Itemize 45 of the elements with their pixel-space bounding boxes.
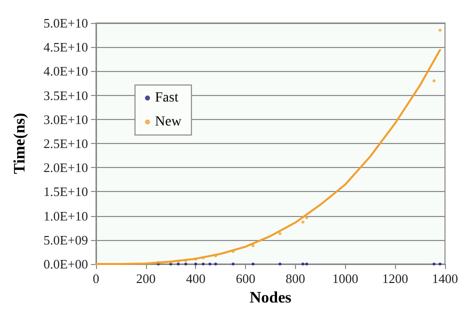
y-axis-title: Time(ns) — [12, 112, 28, 174]
point — [184, 262, 188, 266]
point — [305, 262, 308, 266]
x-tick-label: 600 — [236, 271, 256, 286]
y-tick-label: 3.5E+10 — [43, 88, 88, 103]
point — [432, 79, 436, 82]
legend-label: New — [155, 114, 182, 130]
y-tick-label: 3.0E+10 — [43, 112, 88, 127]
point — [232, 262, 235, 266]
y-tick-label: 1.0E+10 — [43, 208, 88, 224]
point — [301, 220, 304, 224]
point — [176, 262, 180, 266]
point — [432, 262, 436, 266]
point — [438, 28, 442, 32]
point — [252, 244, 255, 248]
y-tick-label: 1.5E+10 — [43, 184, 88, 200]
point — [278, 232, 282, 236]
y-tick-label: 2.5E+10 — [43, 136, 88, 151]
legend-label: Fast — [155, 90, 178, 106]
point — [208, 262, 212, 266]
line-series — [95, 48, 442, 265]
point — [202, 262, 205, 266]
y-tick-label: 4.0E+10 — [43, 64, 88, 79]
point — [438, 262, 442, 266]
point — [194, 262, 198, 266]
point — [194, 258, 198, 261]
y-tick-label: 2.0E+10 — [43, 160, 88, 176]
y-tick-label: 5.0E+10 — [43, 16, 88, 30]
x-tick-label: 800 — [286, 271, 306, 286]
x-tick-label: 200 — [136, 271, 156, 286]
point — [176, 260, 180, 263]
y-tick-label: 0.0E+00 — [43, 256, 88, 272]
point — [301, 262, 304, 266]
x-tick-label: 0 — [92, 271, 100, 286]
point — [278, 262, 282, 266]
x-tick-label: 1000 — [332, 271, 358, 286]
point — [214, 262, 218, 266]
y-tick-label: 5.0E+09 — [43, 232, 88, 248]
x-tick-label: 1400 — [432, 271, 458, 286]
x-axis-title: Nodes — [250, 289, 292, 306]
x-tick-label: 1200 — [382, 271, 408, 286]
point — [202, 256, 205, 260]
y-tick-label: 4.5E+10 — [43, 40, 88, 55]
x-tick-label: 400 — [186, 271, 206, 286]
point — [252, 262, 255, 266]
